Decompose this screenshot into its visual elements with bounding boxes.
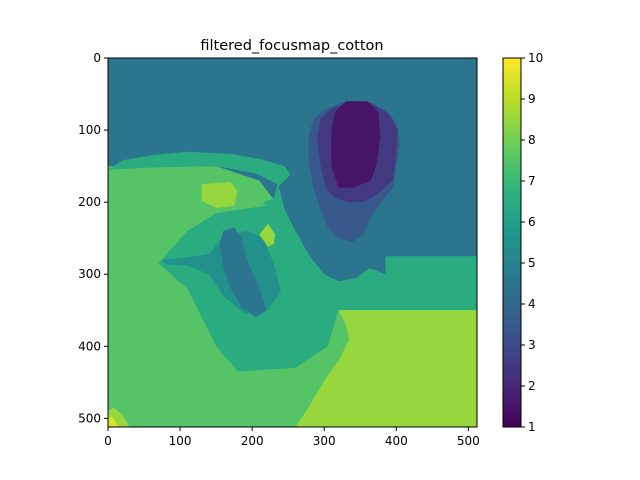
heatmap-area: [108, 58, 477, 427]
colorbar-ticks: 1 2 3 4 5 6 7 8 9 10: [521, 51, 543, 434]
contour-region-11: [201, 182, 238, 208]
colorbar-tick-label: 3: [528, 338, 536, 352]
y-axis: 0 100 200 300 400 500: [78, 51, 108, 425]
y-tick-label: 500: [78, 411, 101, 425]
x-tick-label: 0: [104, 434, 112, 448]
colorbar-tick-label: 8: [528, 133, 536, 147]
contour-region-2: [108, 151, 477, 372]
colorbar-tick-label: 9: [528, 92, 536, 106]
colorbar-tick-label: 4: [528, 297, 536, 311]
contour-region-12: [259, 223, 276, 247]
plot-frame: [107, 57, 478, 428]
x-axis: 0 100 200 300 400 500: [104, 427, 480, 448]
colorbar-tick-label: 7: [528, 174, 536, 188]
y-tick-label: 300: [78, 267, 101, 281]
y-tick-label: 0: [93, 51, 101, 65]
x-tick-label: 200: [241, 434, 264, 448]
colorbar-tick-label: 2: [528, 379, 536, 393]
colorbar-tick-label: 5: [528, 256, 536, 270]
x-tick-label: 300: [313, 434, 336, 448]
chart-title: filtered_focusmap_cotton: [200, 38, 383, 54]
colorbar-tick-label: 6: [528, 215, 536, 229]
colorbar-gradient: [502, 57, 522, 428]
contour-region-14: [108, 416, 119, 427]
x-tick-label: 400: [385, 434, 408, 448]
contour-region-5: [219, 227, 267, 318]
colorbar-tick-label: 10: [528, 51, 543, 65]
x-tick-label: 500: [457, 434, 480, 448]
y-tick-label: 200: [78, 195, 101, 209]
colorbar-tick-label: 1: [528, 420, 536, 434]
contour-region-9: [331, 101, 381, 188]
contour-region-10: [295, 310, 477, 427]
y-tick-label: 100: [78, 123, 101, 137]
colorbar: 1 2 3 4 5 6 7 8 9 10: [502, 51, 543, 434]
x-tick-label: 100: [169, 434, 192, 448]
y-tick-label: 400: [78, 339, 101, 353]
